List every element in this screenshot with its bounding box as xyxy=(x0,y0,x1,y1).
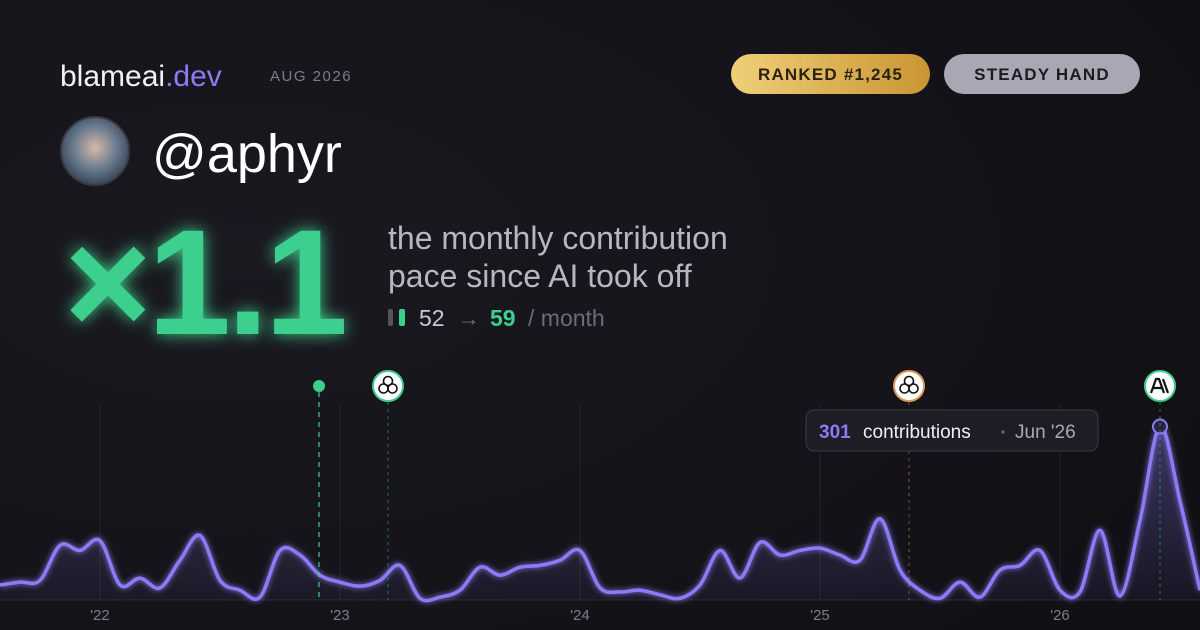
x-tick-label: '25 xyxy=(810,607,830,624)
openai-logo xyxy=(378,375,398,394)
handle: @aphyr xyxy=(152,124,342,184)
rank-badge xyxy=(731,54,930,94)
x-tick-label: '23 xyxy=(330,607,350,624)
brand-tld: .dev xyxy=(165,60,222,93)
brand: blameai.dev xyxy=(60,60,222,93)
event-markers xyxy=(313,370,1176,600)
date: AUG 2026 xyxy=(270,68,352,85)
unit: / month xyxy=(528,305,605,331)
tooltip-value: 301 xyxy=(819,422,851,443)
avatar xyxy=(60,116,130,186)
x-tick-label: '22 xyxy=(90,607,110,624)
tooltip-box xyxy=(805,409,1099,452)
tag-text: STEADY HAND xyxy=(974,65,1110,84)
x-tick-label: '24 xyxy=(570,607,590,624)
tooltip-separator xyxy=(1001,430,1005,434)
openai-logo xyxy=(899,375,919,394)
peak-point xyxy=(1152,418,1168,435)
tooltip-date: Jun '26 xyxy=(1015,422,1076,443)
tooltip-label: contributions xyxy=(863,422,971,443)
line xyxy=(0,424,1200,603)
brand-name: blameai xyxy=(60,60,165,93)
after-icon xyxy=(399,309,405,326)
anthropic-logo xyxy=(1149,377,1170,394)
before-value: 52 xyxy=(419,305,445,331)
rank-text: RANKED #1,245 xyxy=(758,65,903,84)
event-dot xyxy=(313,380,325,392)
x-tick-label: '26 xyxy=(1050,607,1070,624)
chart: '22 '23 '24 '25 '26 xyxy=(0,404,1200,624)
before-icon xyxy=(388,309,393,326)
caption-line: the monthly contribution xyxy=(388,220,728,256)
caption-line: pace since AI took off xyxy=(388,258,692,294)
multiplier: ×1.1 xyxy=(64,198,345,366)
arrow: → xyxy=(457,305,480,331)
anthropic-icon xyxy=(1144,370,1176,402)
after-value: 59 xyxy=(490,305,516,331)
tag-badge xyxy=(944,54,1140,94)
tooltip: 301 contributions Jun '26 xyxy=(805,409,1099,452)
